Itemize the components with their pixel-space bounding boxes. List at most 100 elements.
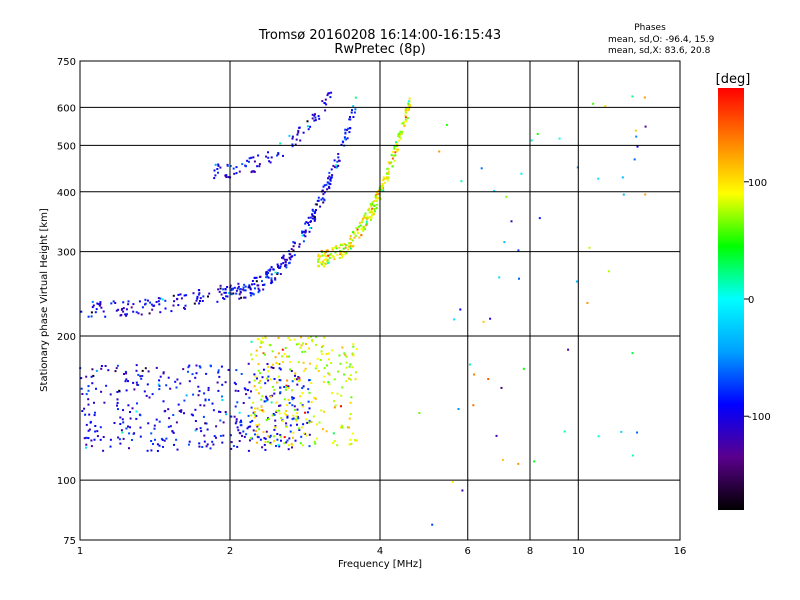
data-point	[205, 372, 208, 375]
data-point	[253, 385, 256, 388]
data-point	[203, 434, 206, 437]
data-point	[295, 419, 298, 422]
data-point	[294, 374, 296, 377]
data-point	[90, 445, 93, 448]
plot-frame	[79, 60, 681, 541]
data-point	[298, 429, 301, 431]
data-point	[254, 407, 256, 410]
data-point	[236, 426, 239, 429]
data-point	[109, 393, 112, 396]
data-point	[362, 229, 365, 232]
data-point	[355, 227, 358, 230]
data-point	[338, 257, 341, 259]
data-point	[233, 286, 236, 289]
data-point	[323, 336, 326, 339]
data-point	[604, 105, 607, 107]
data-point	[159, 297, 162, 300]
data-point	[217, 369, 220, 372]
data-point	[238, 411, 241, 414]
data-point	[620, 430, 623, 433]
data-point	[244, 296, 247, 299]
data-point	[327, 186, 330, 189]
data-point	[279, 379, 282, 382]
data-point	[313, 219, 316, 222]
data-point	[219, 434, 222, 437]
data-point	[154, 438, 156, 441]
data-point	[270, 266, 273, 269]
data-point	[90, 375, 93, 378]
data-point	[302, 385, 305, 388]
data-point	[265, 400, 268, 403]
data-point	[314, 367, 317, 370]
data-point	[345, 251, 348, 254]
data-point	[125, 308, 128, 311]
data-point	[369, 211, 372, 214]
data-point	[226, 295, 229, 298]
data-point	[287, 355, 290, 358]
data-point	[202, 295, 205, 298]
data-point	[264, 437, 267, 440]
data-point	[224, 411, 227, 413]
data-point	[276, 438, 279, 441]
data-point	[304, 231, 307, 234]
data-point	[274, 426, 277, 429]
data-point	[197, 394, 200, 397]
data-point	[256, 284, 259, 287]
data-point	[248, 284, 251, 287]
data-point	[144, 367, 147, 370]
data-point	[345, 380, 348, 383]
data-point	[128, 447, 130, 450]
data-point	[340, 251, 343, 254]
data-point	[284, 412, 286, 415]
data-point	[294, 408, 296, 411]
data-point	[265, 397, 268, 400]
data-point	[451, 480, 454, 483]
data-point	[146, 383, 149, 386]
data-points	[79, 91, 647, 526]
data-point	[278, 404, 280, 407]
data-point	[241, 434, 243, 437]
data-point	[158, 420, 161, 423]
data-point	[337, 156, 340, 159]
data-point	[203, 440, 206, 443]
data-point	[304, 350, 307, 353]
data-point	[249, 421, 252, 424]
data-point	[245, 393, 248, 396]
data-point	[276, 433, 279, 435]
data-point	[313, 396, 316, 399]
data-point	[320, 250, 323, 252]
data-point	[102, 436, 105, 438]
data-point	[357, 225, 360, 228]
data-point	[88, 413, 91, 416]
data-point	[124, 370, 127, 373]
data-point	[517, 249, 520, 252]
data-point	[536, 133, 539, 135]
data-point	[157, 300, 160, 303]
data-point	[93, 414, 96, 417]
data-point	[284, 386, 287, 388]
data-point	[333, 400, 336, 403]
data-point	[324, 263, 327, 266]
data-point	[100, 306, 103, 309]
data-point	[83, 407, 86, 410]
data-point	[319, 205, 322, 208]
data-point	[575, 280, 578, 283]
data-point	[384, 177, 387, 180]
data-point	[321, 189, 324, 192]
data-point	[351, 352, 354, 355]
data-point	[156, 443, 159, 446]
data-point	[326, 262, 329, 265]
data-point	[341, 140, 344, 143]
data-point	[325, 249, 328, 252]
data-point	[258, 163, 261, 166]
data-point	[315, 343, 317, 346]
data-point	[135, 410, 138, 413]
data-point	[122, 310, 125, 313]
data-point	[238, 293, 241, 296]
data-point	[279, 391, 282, 394]
data-point	[373, 213, 375, 216]
data-point	[128, 432, 131, 435]
data-point	[323, 265, 325, 268]
data-point	[299, 395, 301, 398]
data-point	[207, 389, 210, 392]
